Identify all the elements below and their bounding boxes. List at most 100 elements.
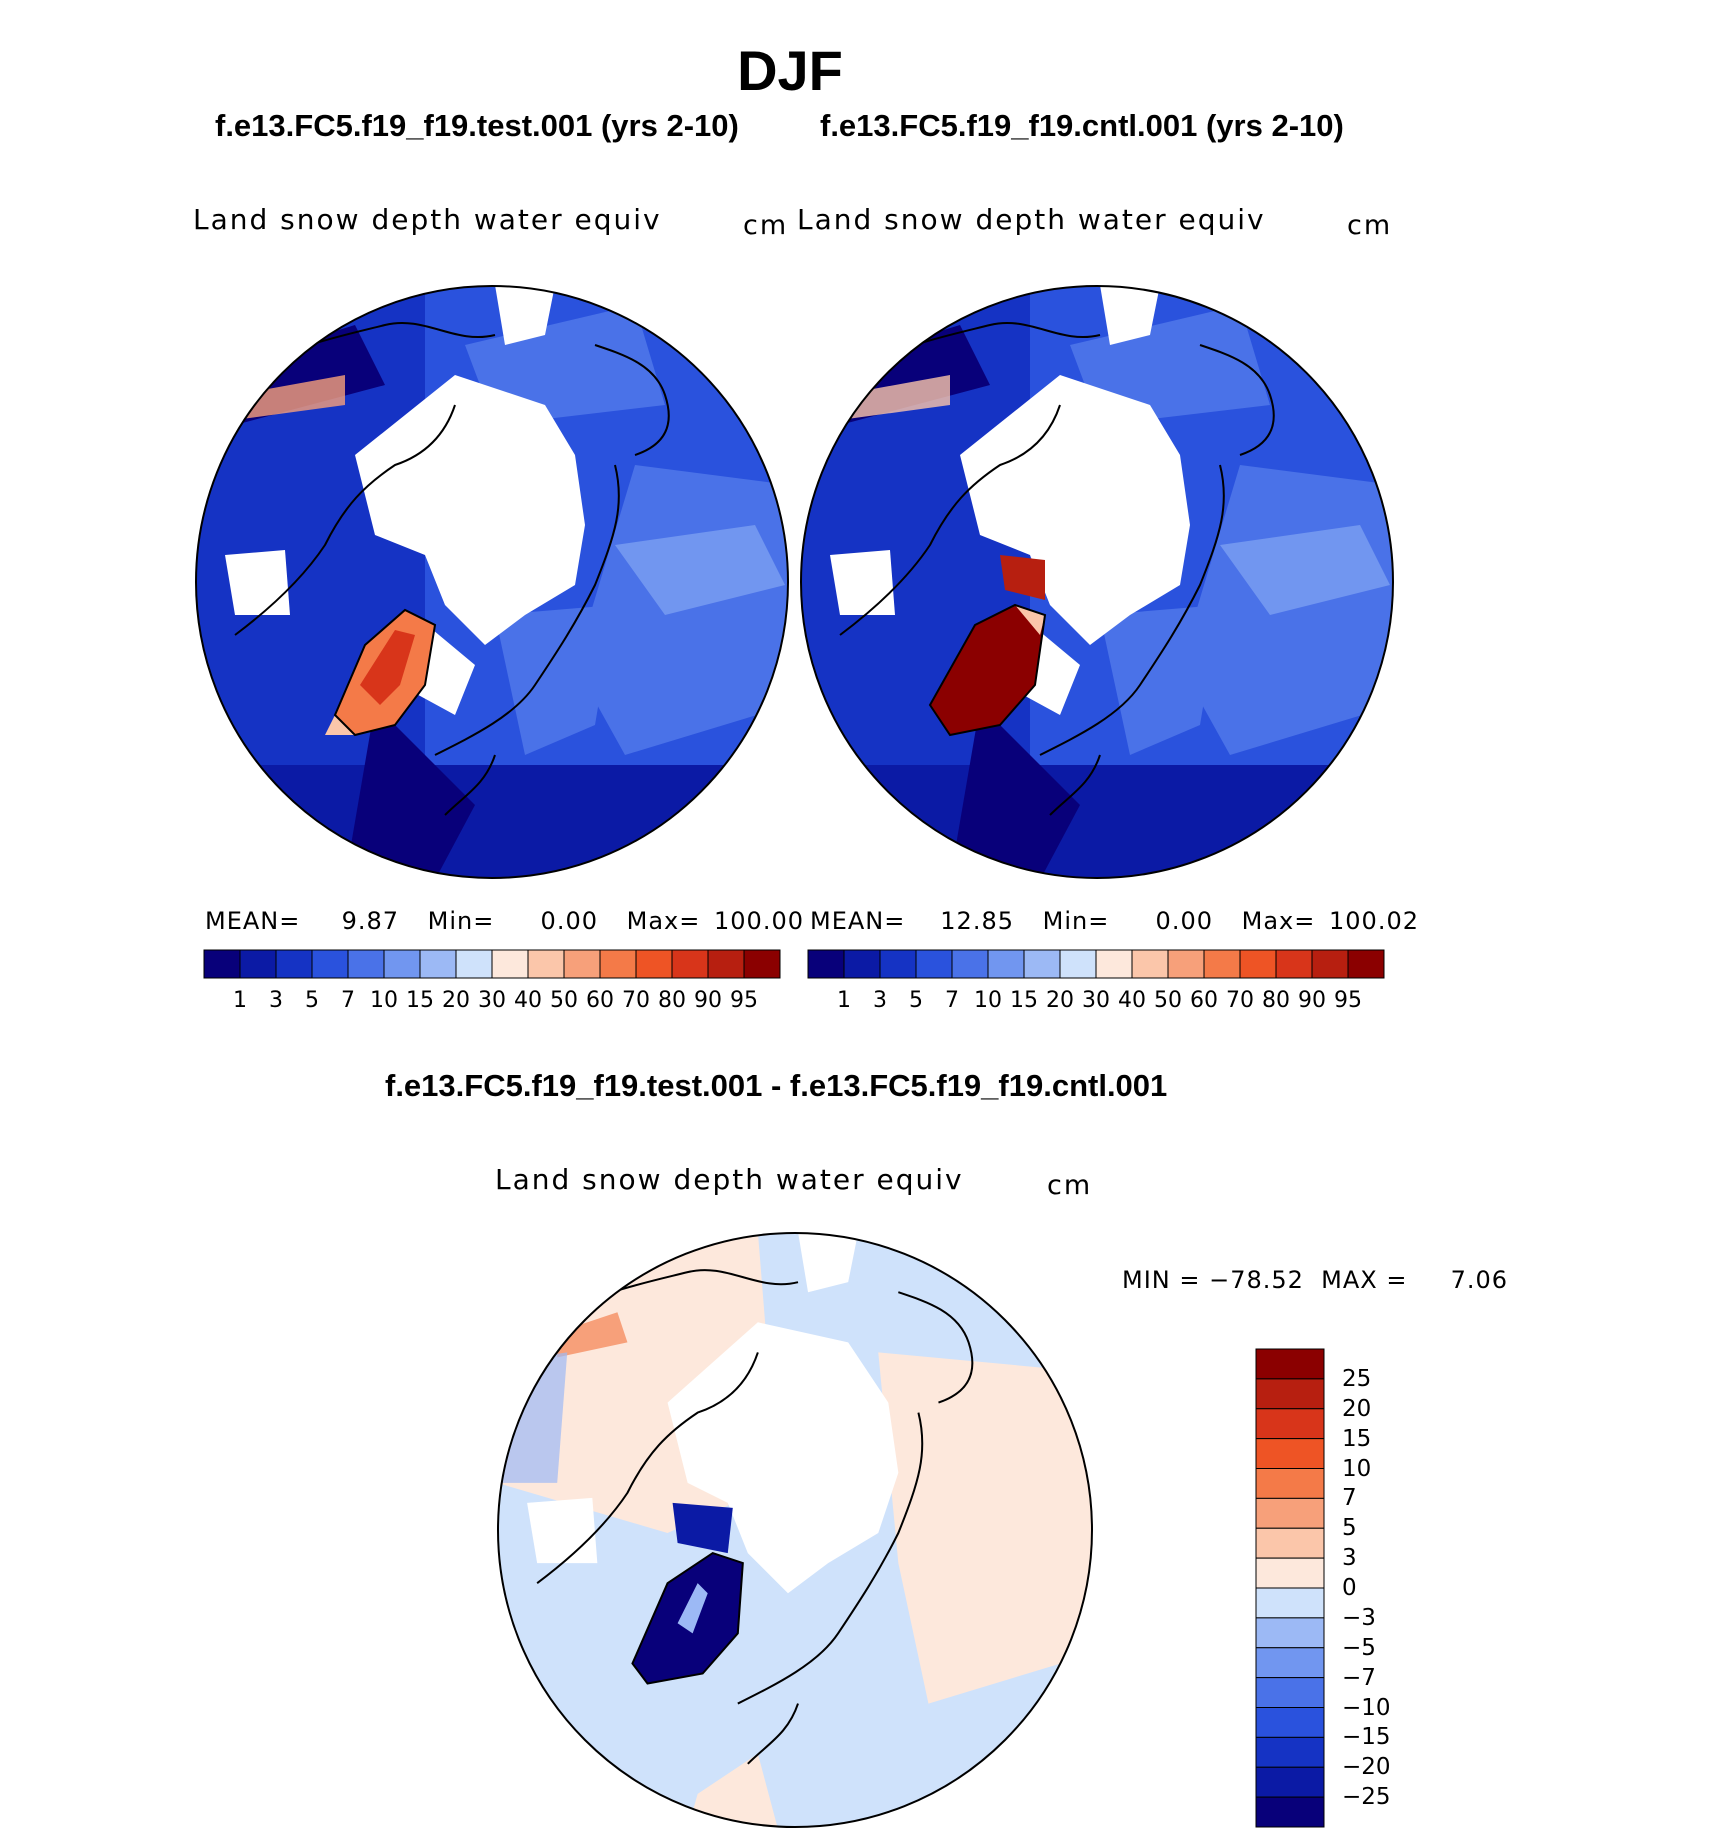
test-colorbar-swatch-12 bbox=[635, 949, 673, 979]
cntl-colorbar-swatch-11 bbox=[1203, 949, 1241, 979]
cntl-colorbar-swatch-15 bbox=[1347, 949, 1385, 979]
cntl-colorbar-swatch-9 bbox=[1131, 949, 1169, 979]
cntl-colorbar-swatch-12 bbox=[1239, 949, 1277, 979]
test-colorbar-tick-label: 3 bbox=[269, 988, 283, 1013]
test-min-value: 0.00 bbox=[540, 907, 598, 935]
test-colorbar-swatch-13 bbox=[671, 949, 709, 979]
main-title: DJF bbox=[737, 39, 843, 102]
cntl-case-title: f.e13.FC5.f19_f19.cntl.001 (yrs 2-10) bbox=[820, 108, 1344, 143]
cntl-min-value: 0.00 bbox=[1155, 907, 1213, 935]
difference-colorbar-swatch-5 bbox=[1255, 1497, 1325, 1529]
cntl-colorbar-swatch-1 bbox=[843, 949, 881, 979]
test-snow-map bbox=[195, 285, 789, 879]
test-colorbar-swatch-4 bbox=[347, 949, 385, 979]
cntl-colorbar bbox=[807, 949, 1385, 979]
difference-colorbar bbox=[1255, 1348, 1325, 1828]
difference-colorbar-swatch-12 bbox=[1255, 1707, 1325, 1738]
difference-colorbar-tick-label: −3 bbox=[1342, 1604, 1376, 1631]
test-colorbar-tick-label: 50 bbox=[550, 988, 578, 1013]
cntl-colorbar-swatch-3 bbox=[915, 949, 953, 979]
difference-colorbar-swatch-0 bbox=[1255, 1348, 1325, 1380]
diff-units: cm bbox=[1047, 1170, 1093, 1201]
test-min-label: Min= bbox=[427, 907, 495, 935]
cntl-colorbar-tick-label: 30 bbox=[1082, 988, 1110, 1013]
cntl-colorbar-swatch-5 bbox=[987, 949, 1025, 979]
difference-colorbar-tick-label: 10 bbox=[1342, 1455, 1372, 1482]
difference-colorbar-tick-label: −15 bbox=[1342, 1724, 1391, 1751]
test-colorbar-tick-label: 10 bbox=[370, 988, 398, 1013]
cntl-colorbar-tick-label: 20 bbox=[1046, 988, 1074, 1013]
difference-colorbar-tick-label: −7 bbox=[1342, 1664, 1376, 1691]
difference-colorbar-swatch-15 bbox=[1255, 1796, 1325, 1828]
difference-colorbar-swatch-7 bbox=[1255, 1557, 1325, 1589]
difference-colorbar-tick-label: −25 bbox=[1342, 1784, 1391, 1811]
test-colorbar-swatch-9 bbox=[527, 949, 565, 979]
cntl-colorbar-tick-label: 90 bbox=[1298, 988, 1326, 1013]
cntl-colorbar-swatch-8 bbox=[1095, 949, 1133, 979]
cntl-colorbar-tick-label: 80 bbox=[1262, 988, 1290, 1013]
cntl-colorbar-swatch-7 bbox=[1059, 949, 1097, 979]
test-colorbar-swatch-11 bbox=[599, 949, 637, 979]
test-colorbar-tick-label: 70 bbox=[622, 988, 650, 1013]
test-colorbar-swatch-2 bbox=[275, 949, 313, 979]
cntl-max-value: 100.02 bbox=[1329, 907, 1419, 935]
test-colorbar-swatch-3 bbox=[311, 949, 349, 979]
difference-colorbar-tick-label: −10 bbox=[1342, 1694, 1391, 1721]
test-colorbar-swatch-8 bbox=[491, 949, 529, 979]
cntl-colorbar-swatch-14 bbox=[1311, 949, 1349, 979]
cntl-colorbar-swatch-6 bbox=[1023, 949, 1061, 979]
difference-title: f.e13.FC5.f19_f19.test.001 - f.e13.FC5.f… bbox=[385, 1068, 1168, 1103]
difference-colorbar-swatch-8 bbox=[1255, 1587, 1325, 1619]
test-mean-label: MEAN= bbox=[205, 907, 301, 935]
test-colorbar-tick-label: 7 bbox=[341, 988, 355, 1013]
difference-colorbar-swatch-13 bbox=[1255, 1736, 1325, 1768]
test-case-title: f.e13.FC5.f19_f19.test.001 (yrs 2-10) bbox=[215, 108, 739, 143]
cntl-snow-map bbox=[800, 285, 1394, 879]
diff-min-max: MIN = −78.52 MAX = 7.06 bbox=[1122, 1266, 1509, 1294]
test-stats: MEAN= 9.87 Min= 0.00 Max= 100.00 bbox=[205, 907, 804, 935]
cntl-mean-value: 12.85 bbox=[940, 907, 1014, 935]
cntl-colorbar-tick-label: 3 bbox=[873, 988, 887, 1013]
cntl-colorbar-tick-label: 50 bbox=[1154, 988, 1182, 1013]
cntl-mean-label: MEAN= bbox=[810, 907, 906, 935]
test-max-label: Max= bbox=[626, 907, 701, 935]
test-colorbar-swatch-15 bbox=[743, 949, 781, 979]
cntl-colorbar-tick-label: 15 bbox=[1010, 988, 1038, 1013]
difference-colorbar-swatch-11 bbox=[1255, 1677, 1325, 1708]
difference-colorbar-swatch-2 bbox=[1255, 1408, 1325, 1440]
cntl-colorbar-swatch-10 bbox=[1167, 949, 1205, 979]
difference-colorbar-ticks: 25 20 15 10 7 5 3 0 −3 −5 −7 −10 −15 −20 −25 bbox=[1342, 1349, 1422, 1829]
difference-colorbar-tick-label: −5 bbox=[1342, 1634, 1376, 1661]
test-variable-title: Land snow depth water equiv bbox=[193, 203, 662, 236]
cntl-colorbar-swatch-4 bbox=[951, 949, 989, 979]
cntl-colorbar-ticks: 1 3 5 7 10 15 20 30 40 50 60 70 80 90 95 bbox=[808, 988, 1384, 1018]
difference-colorbar-tick-label: 20 bbox=[1342, 1395, 1372, 1422]
difference-colorbar-swatch-10 bbox=[1255, 1647, 1325, 1679]
test-colorbar-swatch-6 bbox=[419, 949, 457, 979]
test-colorbar-tick-label: 60 bbox=[586, 988, 614, 1013]
test-units: cm bbox=[743, 210, 789, 241]
test-colorbar-tick-label: 80 bbox=[658, 988, 686, 1013]
difference-colorbar-tick-label: 5 bbox=[1342, 1515, 1357, 1542]
test-colorbar-swatch-10 bbox=[563, 949, 601, 979]
cntl-colorbar-tick-label: 10 bbox=[974, 988, 1002, 1013]
cntl-colorbar-tick-label: 95 bbox=[1334, 988, 1362, 1013]
test-colorbar-tick-label: 95 bbox=[730, 988, 758, 1013]
test-colorbar-swatch-14 bbox=[707, 949, 745, 979]
difference-colorbar-swatch-14 bbox=[1255, 1766, 1325, 1798]
test-colorbar-tick-label: 40 bbox=[514, 988, 542, 1013]
difference-colorbar-swatch-3 bbox=[1255, 1438, 1325, 1469]
cntl-colorbar-tick-label: 40 bbox=[1118, 988, 1146, 1013]
cntl-colorbar-tick-label: 70 bbox=[1226, 988, 1254, 1013]
difference-colorbar-swatch-1 bbox=[1255, 1378, 1325, 1410]
difference-colorbar-tick-label: 3 bbox=[1342, 1545, 1357, 1572]
test-colorbar-swatch-7 bbox=[455, 949, 493, 979]
test-colorbar-tick-label: 30 bbox=[478, 988, 506, 1013]
cntl-max-label: Max= bbox=[1241, 907, 1316, 935]
difference-colorbar-tick-label: 7 bbox=[1342, 1485, 1357, 1512]
test-colorbar-tick-label: 5 bbox=[305, 988, 319, 1013]
cntl-colorbar-swatch-13 bbox=[1275, 949, 1313, 979]
test-colorbar-ticks: 1 3 5 7 10 15 20 30 40 50 60 70 80 90 95 bbox=[204, 988, 780, 1018]
cntl-colorbar-tick-label: 60 bbox=[1190, 988, 1218, 1013]
test-colorbar-swatch-1 bbox=[239, 949, 277, 979]
